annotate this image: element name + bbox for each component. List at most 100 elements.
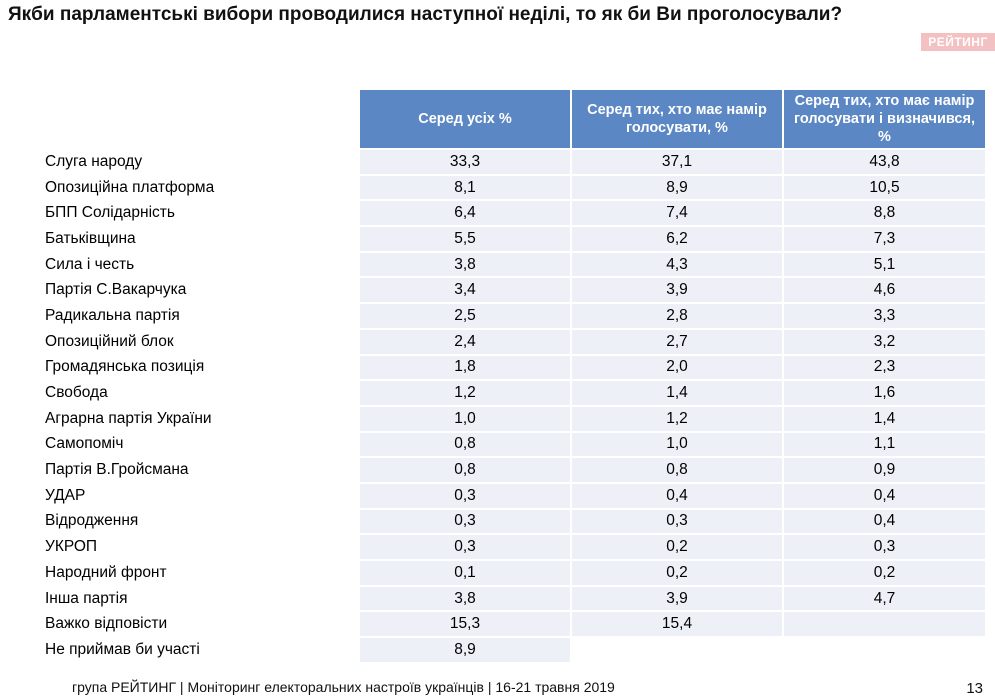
party-label: Важко відповісти [45, 615, 168, 633]
party-label: БПП Солідарність [45, 204, 175, 222]
brand-logo: РЕЙТИНГ [921, 33, 995, 51]
value-cell: 8,8 [784, 201, 985, 226]
value-cell: 5,1 [784, 252, 985, 277]
table-row: Партія В.Гройсмана 0,8 0,8 0,9 [44, 458, 985, 482]
party-label: Громадянська позиція [45, 358, 205, 376]
table-row: Важко відповісти 15,3 15,4 [44, 612, 985, 637]
value-cell: 3,2 [784, 329, 985, 354]
value-cell: 4,7 [784, 586, 985, 611]
value-cell: 15,3 [360, 612, 570, 637]
value-cell: 0,3 [360, 483, 570, 508]
column-header-intend-to-vote: Серед тих, хто має намір голосувати, % [572, 90, 782, 148]
value-cell: 7,4 [572, 201, 782, 226]
value-cell: 37,1 [572, 150, 782, 174]
value-cell: 0,1 [360, 561, 570, 585]
results-table: Серед усіх % Серед тих, хто має намір го… [42, 88, 987, 664]
value-cell: 0,8 [360, 432, 570, 457]
value-cell: 1,4 [784, 406, 985, 431]
value-cell: 0,9 [784, 458, 985, 482]
party-label: Опозиційний блок [45, 332, 174, 350]
table-row: Партія С.Вакарчука 3,4 3,9 4,6 [44, 278, 985, 303]
table-body: Слуга народу 33,3 37,1 43,8 Опозиційна платф… [44, 150, 985, 662]
value-cell: 8,1 [360, 175, 570, 200]
party-label: Слуга народу [45, 152, 143, 170]
party-label: Відродження [45, 512, 139, 530]
party-label: Радикальна партія [45, 306, 180, 324]
party-label: Інша партія [45, 589, 128, 607]
party-label: Свобода [45, 384, 108, 402]
table-header-row: Серед усіх % Серед тих, хто має намір го… [44, 90, 985, 148]
party-label: Партія С.Вакарчука [45, 281, 187, 299]
table-row: БПП Солідарність 6,4 7,4 8,8 [44, 201, 985, 226]
table-row: УКРОП 0,3 0,2 0,3 [44, 535, 985, 559]
value-cell: 0,2 [572, 535, 782, 559]
table-row: Громадянська позиція 1,8 2,0 2,3 [44, 355, 985, 380]
value-cell: 1,0 [572, 432, 782, 457]
party-label: Опозиційна платформа [45, 178, 215, 196]
value-cell: 0,4 [784, 509, 985, 534]
value-cell: 1,1 [784, 432, 985, 457]
header-corner [44, 90, 358, 148]
value-cell: 1,2 [360, 381, 570, 405]
table-row: Батьківщина 5,5 6,2 7,3 [44, 227, 985, 251]
party-label: Партія В.Гройсмана [45, 461, 189, 479]
value-cell: 43,8 [784, 150, 985, 174]
table-row: УДАР 0,3 0,4 0,4 [44, 483, 985, 508]
value-cell: 3,3 [784, 304, 985, 328]
value-cell: 0,4 [572, 483, 782, 508]
party-label: Батьківщина [45, 229, 136, 247]
empty-cell [784, 638, 985, 662]
value-cell: 2,8 [572, 304, 782, 328]
value-cell: 3,8 [360, 586, 570, 611]
table-row: Інша партія 3,8 3,9 4,7 [44, 586, 985, 611]
value-cell: 3,9 [572, 586, 782, 611]
value-cell: 0,3 [784, 535, 985, 559]
value-cell: 0,3 [572, 509, 782, 534]
table-row: Народний фронт 0,1 0,2 0,2 [44, 561, 985, 585]
party-label: Народний фронт [45, 563, 167, 581]
value-cell: 2,4 [360, 329, 570, 354]
party-label: УКРОП [45, 538, 98, 556]
value-cell: 15,4 [572, 612, 782, 637]
table-row: Опозиційний блок 2,4 2,7 3,2 [44, 329, 985, 354]
column-header-all: Серед усіх % [360, 90, 570, 148]
value-cell: 3,9 [572, 278, 782, 303]
value-cell: 4,3 [572, 252, 782, 277]
table-row: Аграрна партія України 1,0 1,2 1,4 [44, 406, 985, 431]
empty-cell [784, 612, 985, 637]
value-cell: 1,2 [572, 406, 782, 431]
value-cell: 1,0 [360, 406, 570, 431]
value-cell: 2,7 [572, 329, 782, 354]
value-cell: 7,3 [784, 227, 985, 251]
value-cell: 33,3 [360, 150, 570, 174]
value-cell: 3,8 [360, 252, 570, 277]
value-cell: 2,5 [360, 304, 570, 328]
party-label: УДАР [45, 486, 86, 504]
value-cell: 6,2 [572, 227, 782, 251]
value-cell: 10,5 [784, 175, 985, 200]
empty-cell [572, 638, 782, 662]
table-row: Свобода 1,2 1,4 1,6 [44, 381, 985, 405]
table-row: Слуга народу 33,3 37,1 43,8 [44, 150, 985, 174]
value-cell: 2,3 [784, 355, 985, 380]
value-cell: 0,8 [572, 458, 782, 482]
value-cell: 0,3 [360, 535, 570, 559]
value-cell: 4,6 [784, 278, 985, 303]
page-number: 13 [966, 680, 983, 697]
table-row: Не приймав би участі 8,9 [44, 638, 985, 662]
value-cell: 0,3 [360, 509, 570, 534]
table-row: Самопоміч 0,8 1,0 1,1 [44, 432, 985, 457]
value-cell: 1,6 [784, 381, 985, 405]
party-label: Самопоміч [45, 435, 124, 453]
footer-text: група РЕЙТИНГ | Моніторинг електоральних… [72, 679, 615, 695]
value-cell: 0,4 [784, 483, 985, 508]
column-header-decided: Серед тих, хто має намір голосувати і ви… [784, 90, 985, 148]
value-cell: 0,2 [784, 561, 985, 585]
table-row: Сила і честь 3,8 4,3 5,1 [44, 252, 985, 277]
party-label: Сила і честь [45, 255, 135, 273]
value-cell: 1,4 [572, 381, 782, 405]
page-title: Якби парламентські вибори проводилися на… [8, 4, 843, 25]
value-cell: 3,4 [360, 278, 570, 303]
value-cell: 8,9 [572, 175, 782, 200]
party-label: Аграрна партія України [45, 409, 212, 427]
